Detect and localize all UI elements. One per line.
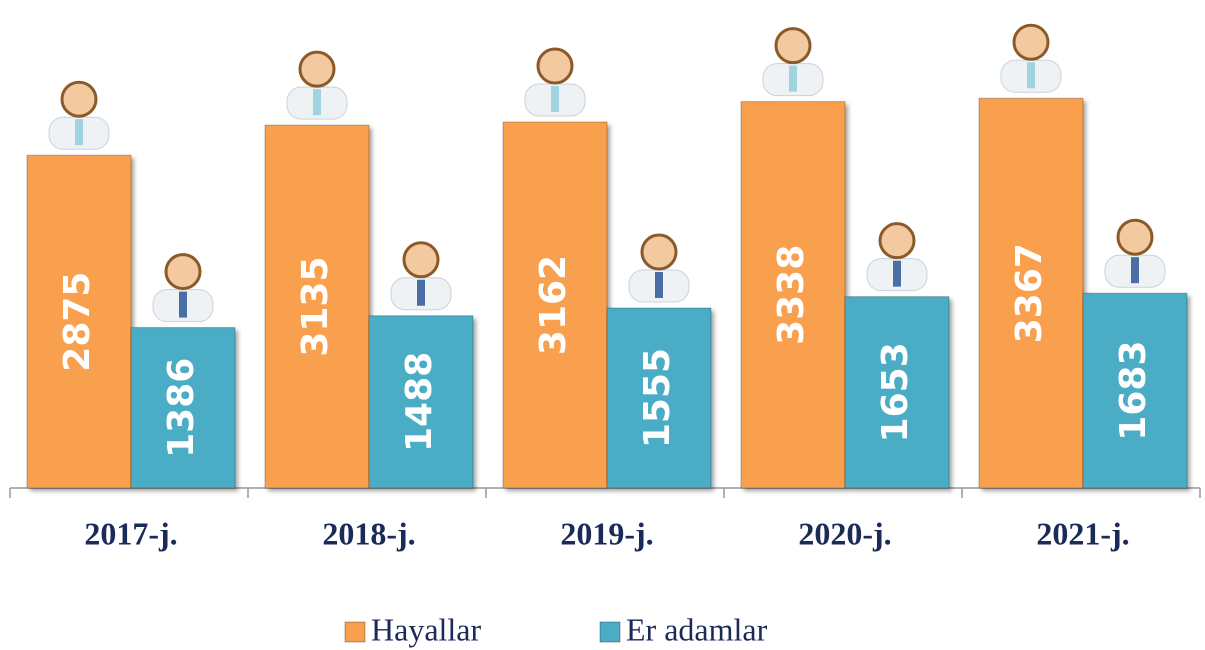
- doctor-icon: [629, 235, 689, 302]
- value-label: 3162: [533, 255, 574, 355]
- icon-head: [62, 82, 96, 116]
- icon-tie: [75, 119, 83, 145]
- icon-tie: [1131, 257, 1139, 283]
- doctor-icon: [49, 82, 109, 149]
- icon-head: [776, 29, 810, 63]
- doctor-icon: [1001, 25, 1061, 92]
- icon-head: [166, 255, 200, 289]
- x-tick-label: 2018-j.: [322, 515, 415, 551]
- icon-tie: [417, 280, 425, 306]
- icon-head: [1014, 25, 1048, 59]
- icon-head: [642, 235, 676, 269]
- x-tick-label: 2017-j.: [84, 515, 177, 551]
- icon-tie: [179, 292, 187, 318]
- x-tick-label: 2019-j.: [560, 515, 653, 551]
- value-label: 1386: [161, 358, 202, 458]
- legend-swatch: [600, 622, 620, 642]
- doctor-icon: [1105, 220, 1165, 287]
- doctor-icon: [153, 255, 213, 322]
- icon-tie: [655, 272, 663, 298]
- value-label: 3367: [1009, 243, 1050, 343]
- legend-label: Er adamlar: [626, 611, 768, 647]
- legend-swatch: [345, 622, 365, 642]
- icon-tie: [893, 261, 901, 287]
- icon-head: [538, 49, 572, 83]
- icon-tie: [1027, 62, 1035, 88]
- value-label: 3338: [771, 245, 812, 345]
- legend-label: Hayallar: [371, 611, 482, 647]
- doctor-icon: [763, 29, 823, 96]
- icon-tie: [551, 86, 559, 112]
- doctor-icon: [867, 224, 927, 291]
- x-tick-label: 2021-j.: [1036, 515, 1129, 551]
- value-label: 1555: [637, 348, 678, 448]
- value-label: 2875: [57, 272, 98, 372]
- doctor-icon: [525, 49, 585, 116]
- doctor-icon: [391, 243, 451, 310]
- value-label: 3135: [295, 256, 336, 356]
- x-tick-label: 2020-j.: [798, 515, 891, 551]
- icon-head: [880, 224, 914, 258]
- icon-tie: [313, 89, 321, 115]
- value-label: 1488: [399, 352, 440, 452]
- icon-tie: [789, 66, 797, 92]
- doctor-icon: [287, 52, 347, 119]
- value-label: 1683: [1113, 340, 1154, 440]
- value-label: 1653: [875, 342, 916, 442]
- icon-head: [1118, 220, 1152, 254]
- icon-head: [300, 52, 334, 86]
- icon-head: [404, 243, 438, 277]
- chart: 2875 1386 2017-j. 3135 1488 2018-j. 3162 1555 20…: [0, 0, 1205, 650]
